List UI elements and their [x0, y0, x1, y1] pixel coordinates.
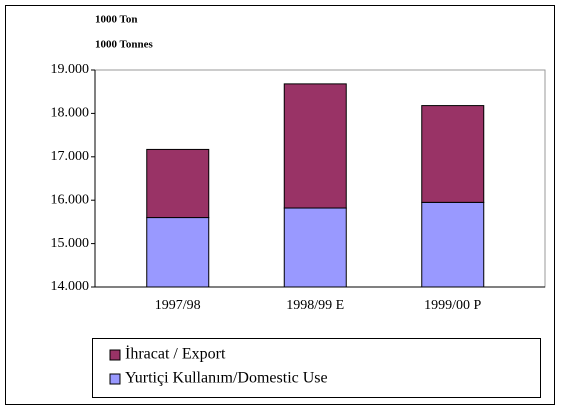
y-tick-label: 17.000	[51, 149, 90, 164]
bar-segment	[283, 207, 347, 288]
y-tick-label: 14.000	[51, 279, 90, 294]
y-tick-label: 15.000	[51, 236, 90, 251]
legend-box	[92, 338, 541, 398]
bar-segment	[146, 148, 210, 219]
bar-segment	[421, 201, 485, 288]
unit-label: 1000 Ton	[95, 14, 138, 26]
legend-label: Yurtiçi Kullanım/Domestic Use	[125, 370, 328, 387]
bar-segment	[283, 83, 347, 209]
y-tick-label: 18.000	[51, 106, 90, 121]
y-tick-label: 16.000	[51, 192, 90, 207]
bar-segment	[146, 217, 210, 288]
unit-label: 1000 Tonnes	[95, 39, 153, 51]
x-tick-label: 1999/00 P	[424, 298, 481, 313]
bar-segment	[421, 105, 485, 203]
legend-swatch	[109, 349, 121, 361]
x-tick-label: 1998/99 E	[286, 298, 344, 313]
legend-swatch	[109, 373, 121, 385]
x-tick-label: 1997/98	[155, 298, 201, 313]
legend-label: İhracat / Export	[125, 345, 226, 363]
y-tick-label: 19.000	[51, 62, 90, 77]
